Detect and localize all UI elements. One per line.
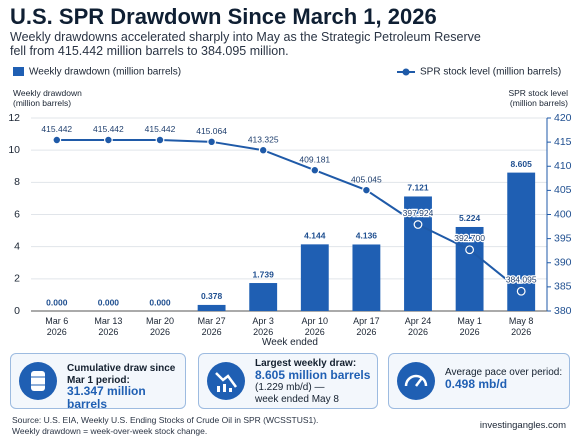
bar-value-label: 0.000	[46, 297, 68, 307]
legend-label: Weekly drawdown (million barrels)	[29, 67, 181, 78]
card-label: Average pace over period:	[445, 367, 563, 378]
line-marker	[310, 165, 320, 175]
x-tick-label: Mar 20 2026	[145, 316, 174, 337]
legend-swatch	[13, 67, 24, 76]
y2-tick-label: 420	[554, 112, 572, 124]
card-value: 0.498 mb/d	[445, 376, 508, 391]
bar-value-label: 5.224	[459, 213, 481, 223]
line-value-label: 392.700	[454, 233, 485, 243]
y-tick-label: 0	[14, 305, 20, 317]
source-note: Source: U.S. EIA, Weekly U.S. Ending Sto…	[12, 415, 319, 436]
x-tick-label: Apr 3 2026	[252, 316, 274, 337]
bar-value-label: 0.000	[98, 297, 120, 307]
y2-tick-label: 400	[554, 208, 572, 220]
y2-tick-label: 405	[554, 184, 572, 196]
line-value-label: 384.095	[506, 274, 537, 284]
bar-value-label: 0.378	[201, 291, 223, 301]
x-tick-label: Apr 10 2026	[301, 316, 329, 337]
y-tick-label: 2	[14, 273, 20, 285]
brand: investingangles.com	[479, 420, 566, 431]
line-value-label: 415.064	[196, 126, 227, 136]
line-marker	[155, 135, 165, 145]
card-value: 8.605 million barrels	[255, 367, 371, 382]
chart-title: U.S. SPR Drawdown Since March 1, 2026	[10, 4, 437, 29]
y2-tick-label: 415	[554, 136, 572, 148]
bar	[197, 304, 226, 311]
card-value: 31.347 million barrels	[67, 384, 146, 411]
line-value-label: 405.045	[351, 174, 382, 184]
card: Cumulative draw since Mar 1 period: 31.34…	[10, 353, 186, 409]
line-marker	[362, 185, 371, 195]
bar-value-label: 8.605	[511, 159, 533, 169]
line-marker	[103, 135, 113, 145]
bar	[300, 244, 329, 311]
y2-tick-label: 410	[554, 160, 572, 172]
line-marker	[258, 145, 268, 155]
line-marker	[207, 137, 217, 147]
bar	[455, 226, 484, 311]
card-icon	[207, 362, 245, 400]
card-label: Cumulative draw since Mar 1 period:	[67, 363, 176, 386]
bar	[249, 283, 278, 311]
x-tick-label: Mar 27 2026	[197, 316, 226, 337]
legend-label: SPR stock level (million barrels)	[420, 67, 561, 78]
card-icon	[19, 362, 57, 400]
y2-tick-label: 385	[554, 281, 572, 293]
x-tick-label: Apr 24 2026	[404, 316, 432, 337]
y-axis-title: Weekly drawdown (million barrels)	[13, 88, 82, 108]
x-tick-label: May 8 2026	[508, 316, 534, 337]
line-value-label: 415.442	[41, 124, 72, 134]
line-value-label: 413.325	[248, 134, 279, 144]
x-tick-label: Mar 6 2026	[45, 316, 69, 337]
line-marker	[465, 245, 475, 255]
bar-value-label: 0.000	[149, 297, 171, 307]
y2-tick-label: 380	[554, 305, 572, 317]
x-tick-label: Apr 17 2026	[353, 316, 380, 337]
line-marker	[516, 286, 526, 296]
y2-axis-title: SPR stock level (million barrels)	[508, 88, 568, 108]
y-tick-label: 10	[8, 144, 20, 156]
line-value-label: 415.442	[93, 124, 124, 134]
x-tick-label: May 1 2026	[457, 316, 482, 337]
card-icon	[397, 362, 435, 400]
legend-swatch	[402, 68, 410, 76]
x-tick-label: Mar 13 2026	[94, 316, 123, 337]
card-label: Largest weekly draw:	[255, 358, 357, 369]
y2-tick-label: 390	[554, 257, 572, 269]
chart-subtitle: Weekly drawdowns accelerated sharply int…	[10, 30, 481, 58]
line-value-label: 397.924	[403, 208, 434, 218]
line-marker	[413, 220, 423, 229]
y-tick-label: 12	[8, 112, 20, 124]
x-axis-title: Week ended	[262, 337, 318, 348]
y-tick-label: 4	[14, 240, 20, 252]
bar	[352, 244, 381, 311]
y2-tick-label: 395	[554, 232, 572, 244]
line-value-label: 415.442	[145, 124, 176, 134]
bar-value-label: 1.739	[253, 269, 275, 279]
bar-value-label: 4.144	[304, 231, 326, 241]
card-note: (1.229 mb/d) — week ended May 8	[255, 382, 339, 405]
line-marker	[52, 135, 62, 145]
y-tick-label: 6	[14, 208, 20, 220]
bar-value-label: 7.121	[407, 183, 429, 193]
card: Average pace over period: 0.498 mb/d	[388, 353, 570, 409]
bar	[404, 196, 432, 311]
line-value-label: 409.181	[299, 154, 330, 164]
y-tick-label: 8	[14, 176, 20, 188]
card: Largest weekly draw: 8.605 million barrel…	[198, 353, 378, 409]
line	[56, 138, 522, 293]
bar-value-label: 4.136	[356, 231, 378, 241]
